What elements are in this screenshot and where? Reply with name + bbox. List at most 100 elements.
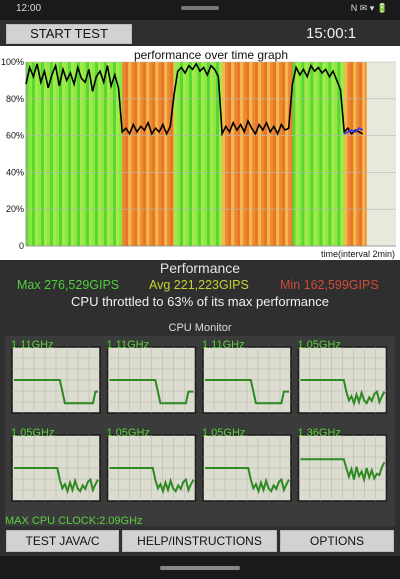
band-stripe — [325, 62, 329, 246]
help-instructions-button[interactable]: HELP/INSTRUCTIONS — [122, 530, 277, 552]
band-stripe — [356, 62, 360, 246]
band-stripe — [35, 62, 39, 246]
band-stripe — [279, 62, 283, 246]
band-stripe — [186, 62, 190, 246]
series-line-1 — [343, 127, 364, 135]
band-stripe — [316, 62, 320, 246]
band-stripe — [334, 62, 338, 246]
band-stripe — [192, 62, 196, 246]
band-stripe — [204, 62, 208, 246]
y-tick-label: 80% — [6, 94, 24, 104]
band-stripe — [113, 62, 117, 246]
band-stripe — [198, 62, 202, 246]
cpu-core-5: 1.05GHz — [107, 427, 197, 502]
max-performance: Max 276,529GIPS — [17, 278, 120, 292]
y-tick-label: 60% — [6, 131, 24, 141]
y-axis-ticks: 0 20% 40% 60% 80% 100% — [1, 57, 24, 251]
band-stripe — [255, 62, 259, 246]
cpu-core-2: 1.11GHz — [202, 339, 292, 414]
band-stripe — [319, 62, 323, 246]
band-stripe — [273, 62, 277, 246]
band-stripe — [38, 62, 42, 246]
series-line-0 — [25, 62, 364, 137]
core-frequency-line — [205, 379, 289, 405]
band-stripe — [107, 62, 111, 246]
band-stripe — [161, 62, 165, 246]
cpu-monitor-title: CPU Monitor — [168, 322, 232, 334]
graph-title: performance over time graph — [134, 48, 288, 62]
band-stripe — [89, 62, 93, 246]
y-tick-label: 100% — [1, 57, 24, 67]
band-stripe — [86, 62, 90, 246]
band-stripe — [41, 62, 45, 246]
core-frequency-line — [300, 379, 386, 407]
core-frequency-line — [300, 458, 386, 484]
band-stripe — [292, 62, 296, 246]
band-stripe — [77, 62, 81, 246]
graph-gridlines — [25, 61, 396, 247]
band-stripe — [234, 62, 238, 246]
band-stripe — [201, 62, 205, 246]
core-frequency-line — [205, 467, 290, 495]
performance-heading: Performance — [159, 260, 241, 276]
band-stripe — [216, 62, 220, 246]
band-stripe — [59, 62, 63, 246]
band-stripe — [228, 62, 232, 246]
cpu-core-graphs: 1.11GHz 1.11GHz 1.11GHz 1.05GHz 1.05GHz 1.05G… — [5, 339, 388, 527]
performance-band-low — [122, 62, 175, 246]
band-stripe — [177, 62, 181, 246]
band-stripe — [167, 62, 171, 246]
core-frequency-line — [109, 379, 194, 405]
core-frequency-line — [14, 467, 99, 495]
test-java-c-button[interactable]: TEST JAVA/C — [6, 530, 119, 552]
band-stripe — [237, 62, 241, 246]
band-stripe — [243, 62, 247, 246]
band-stripe — [267, 62, 271, 246]
band-stripe — [322, 62, 326, 246]
band-stripe — [264, 62, 268, 246]
performance-band-low — [222, 62, 293, 246]
status-pill — [181, 6, 219, 10]
band-stripe — [56, 62, 60, 246]
band-stripe — [210, 62, 214, 246]
y-tick-label: 0 — [19, 241, 24, 251]
band-stripe — [285, 62, 289, 246]
band-stripe — [252, 62, 256, 246]
band-stripe — [307, 62, 311, 246]
band-stripe — [140, 62, 144, 246]
band-stripe — [282, 62, 286, 246]
band-stripe — [98, 62, 102, 246]
band-stripe — [276, 62, 280, 246]
band-stripe — [180, 62, 184, 246]
band-stripe — [173, 62, 175, 246]
band-stripe — [119, 62, 123, 246]
band-stripe — [71, 62, 75, 246]
band-stripe — [74, 62, 78, 246]
core-frequency-label: 1.11GHz — [202, 339, 245, 351]
options-button[interactable]: OPTIONS — [280, 530, 394, 552]
start-test-button[interactable]: START TEST — [6, 24, 132, 44]
performance-graph: 0 20% 40% 60% 80% 100% performance over time … — [0, 46, 400, 260]
band-stripe — [270, 62, 274, 246]
band-stripe — [258, 62, 262, 246]
band-stripe — [291, 62, 293, 246]
band-stripe — [298, 62, 302, 246]
band-stripe — [152, 62, 156, 246]
band-stripe — [240, 62, 244, 246]
band-stripe — [68, 62, 72, 246]
band-stripe — [347, 62, 351, 246]
band-stripe — [225, 62, 229, 246]
band-stripe — [149, 62, 153, 246]
band-stripe — [83, 62, 87, 246]
band-stripe — [222, 62, 226, 246]
performance-band-high — [26, 62, 123, 246]
band-stripe — [219, 62, 223, 246]
core-frequency-label: 1.05GHz — [202, 427, 245, 439]
band-stripe — [343, 62, 345, 246]
home-gesture-handle[interactable] — [160, 566, 240, 570]
band-stripe — [47, 62, 51, 246]
band-stripe — [288, 62, 292, 246]
core-frequency-label: 1.05GHz — [107, 427, 150, 439]
core-frequency-line — [14, 379, 98, 405]
band-stripe — [62, 62, 66, 246]
